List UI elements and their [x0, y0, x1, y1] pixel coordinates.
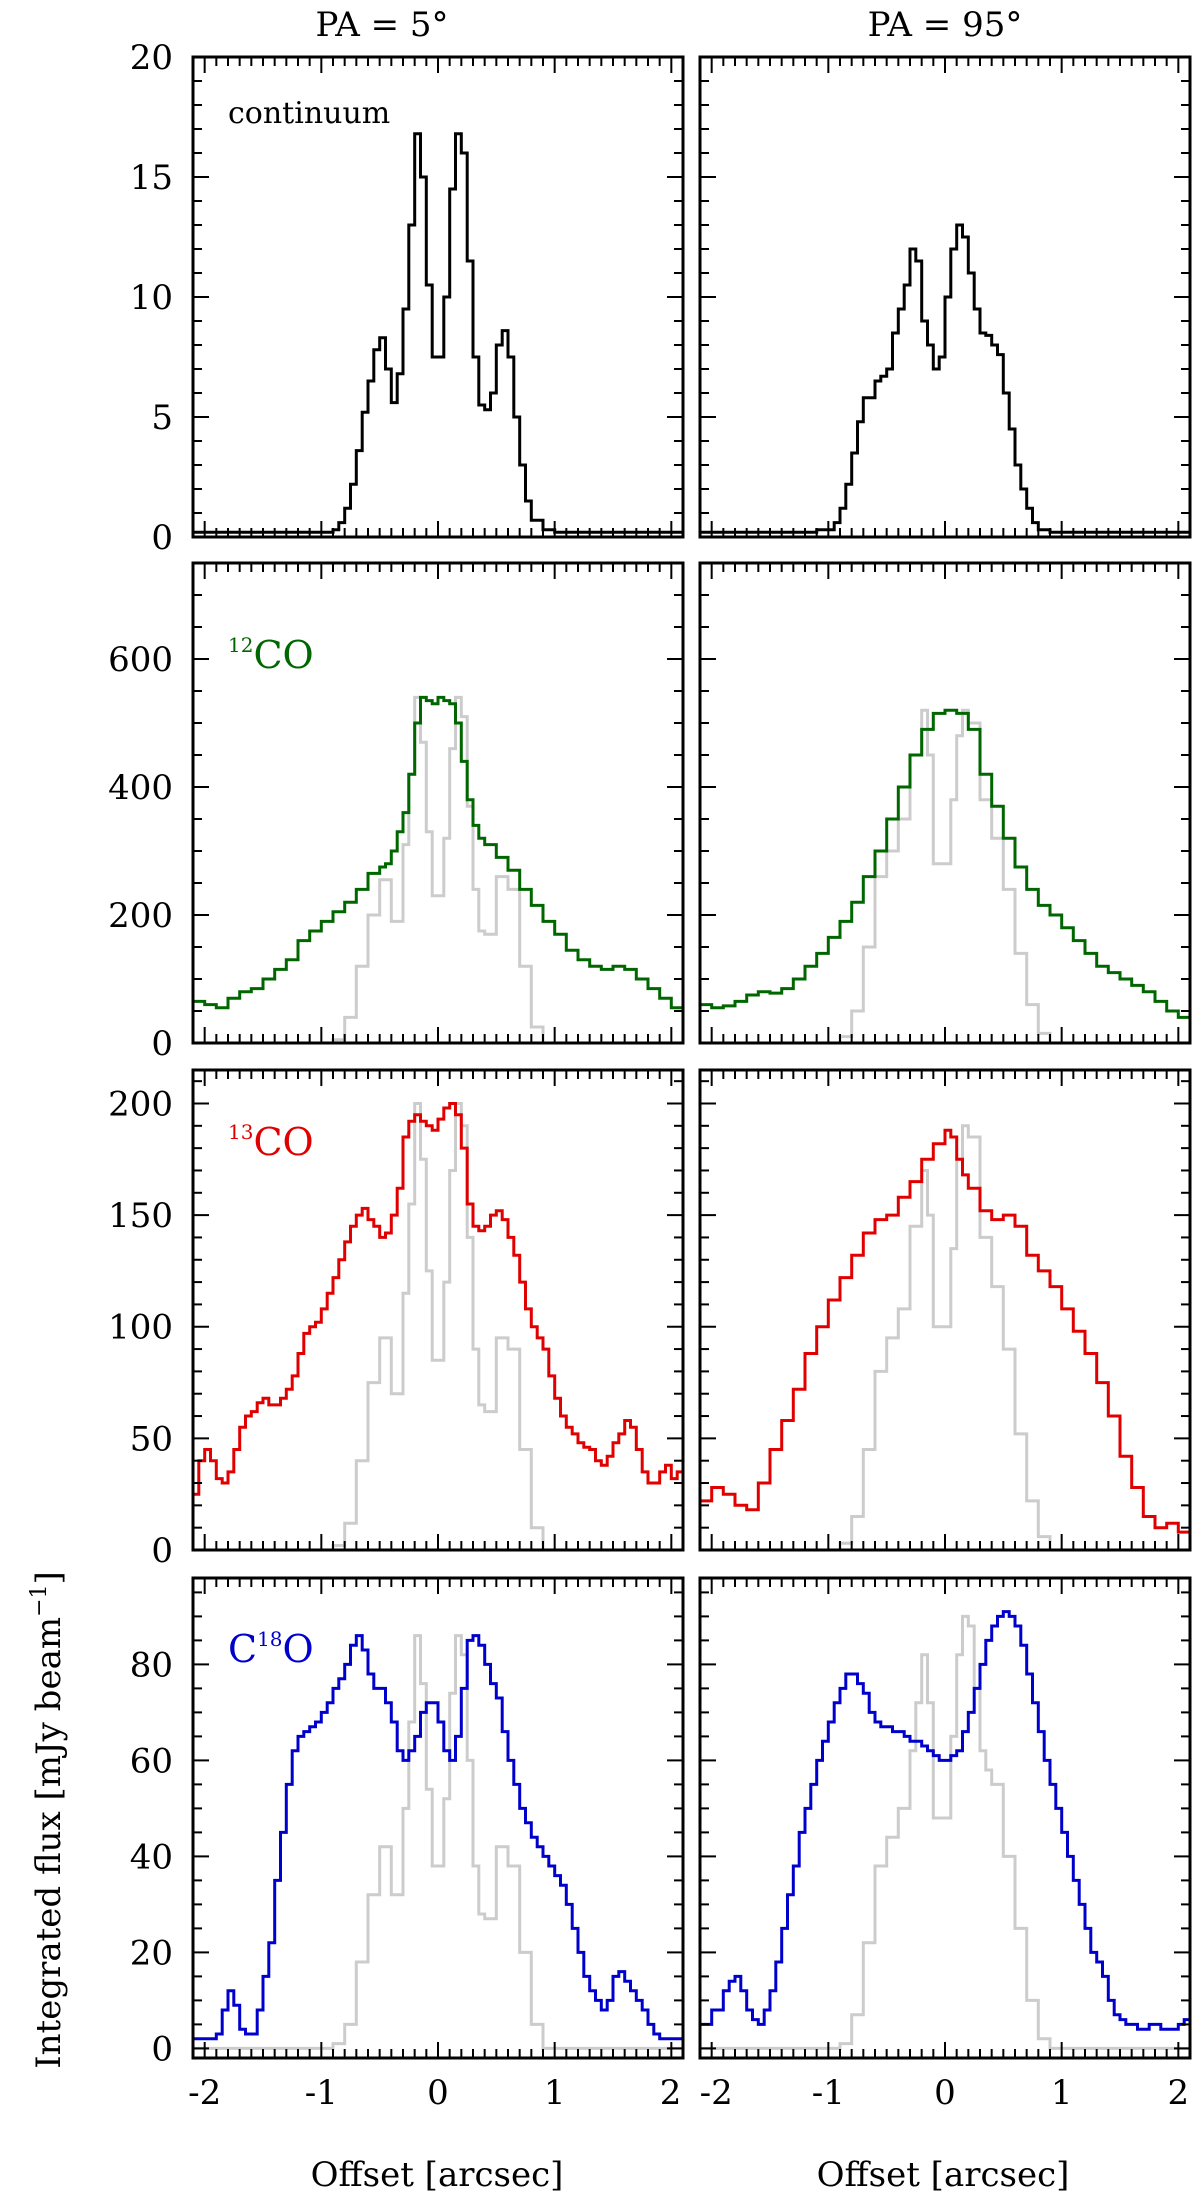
panel-12co-pa95-continuum-reference-line	[700, 708, 1190, 1043]
panel-c18o-pa5-continuum-reference-line	[193, 1634, 683, 2050]
y-axis-label-main: Integrated flux [mJy beam	[29, 1617, 69, 2069]
row-label-text: CO	[253, 1120, 313, 1164]
panel-c18o-pa5-xtick-label: -1	[305, 2073, 338, 2113]
panel-13co-pa5-continuum-reference-line	[193, 1102, 683, 1550]
panel-c18o-pa5-ytick-label: 40	[130, 1837, 173, 1877]
panel-12co-pa95-12co-line	[700, 708, 1190, 1021]
panel-continuum-pa5-ytick-label: 5	[151, 398, 173, 438]
column-title-pa95: PA = 95°	[868, 5, 1023, 45]
row-label-text: O	[283, 1627, 314, 1671]
panel-13co-pa5-ytick-label: 50	[130, 1419, 173, 1459]
panel-12co-pa5-continuum-reference-line	[193, 695, 683, 1043]
y-axis-label-exponent: −1	[27, 1584, 52, 1616]
panel-13co-pa5-13co-line	[193, 1102, 683, 1496]
panel-continuum-pa95	[698, 55, 1192, 539]
panel-c18o-pa5-ytick-label: 60	[130, 1741, 173, 1781]
panel-c18o-pa95-xtick-label: -2	[700, 2073, 733, 2113]
row-label-isotope: 18	[257, 1627, 282, 1651]
row-label-continuum: continuum	[228, 96, 390, 131]
panel-13co-pa5-ytick-label: 200	[108, 1084, 173, 1124]
x-axis-label-left: Offset [arcsec]	[311, 2155, 564, 2195]
panel-12co-pa5-ytick-label: 200	[108, 896, 173, 936]
panel-continuum-pa5-ytick-label: 20	[130, 38, 173, 78]
panel-c18o-pa5-xtick-label: -2	[188, 2073, 221, 2113]
y-axis-label: Integrated flux [mJy beam−1]	[27, 1571, 69, 2069]
panel-12co-pa5: 0 200 400 600 12CO	[108, 561, 685, 1064]
panel-continuum-pa5-ytick-label: 10	[130, 278, 173, 318]
panel-continuum-pa95-continuum-line	[700, 223, 1190, 534]
panel-c18o-pa95-xtick-label: 2	[1168, 2073, 1190, 2113]
row-label-c18o: C18O	[228, 1627, 314, 1671]
panel-12co-pa95-frame	[698, 561, 1192, 1045]
panel-13co-pa5-ytick-label: 100	[108, 1308, 173, 1348]
panel-12co-pa5-ytick-label: 400	[108, 768, 173, 808]
panel-12co-pa5-ytick-label: 0	[151, 1024, 173, 1064]
panel-c18o-pa5-xtick-label: 1	[544, 2073, 566, 2113]
y-axis-label-close: ]	[29, 1571, 69, 1584]
column-title-pa5: PA = 5°	[315, 5, 448, 45]
panel-c18o-pa5-xtick-label: 2	[660, 2073, 682, 2113]
panel-c18o-pa5-xtick-label: 0	[427, 2073, 449, 2113]
panel-c18o-pa95-continuum-reference-line	[700, 1614, 1190, 2050]
panel-c18o-pa5-c18o-line	[193, 1634, 683, 2041]
panel-c18o-pa95-xtick-label: -1	[812, 2073, 845, 2113]
panel-c18o-pa5: 0 20 40 60 80 -2 -1 0 1 2 C18O	[130, 1576, 685, 2113]
x-axis-label-right: Offset [arcsec]	[817, 2155, 1070, 2195]
row-label-13co: 13CO	[228, 1120, 314, 1164]
panel-12co-pa5-ytick-label: 600	[108, 640, 173, 680]
panel-continuum-pa5-ytick-label: 0	[151, 518, 173, 558]
panel-continuum-pa5-ytick-label: 15	[130, 158, 173, 198]
panel-c18o-pa95-xtick-label: 1	[1051, 2073, 1073, 2113]
panel-c18o-pa5-ytick-label: 80	[130, 1645, 173, 1685]
row-label-12co: 12CO	[228, 633, 314, 677]
panel-c18o-pa95-c18o-line	[700, 1610, 1190, 2031]
row-label-text: CO	[253, 633, 313, 677]
panel-continuum-pa5-continuum-line	[193, 132, 683, 534]
panel-13co-pa5: 0 50 100 150 200 13CO	[108, 1068, 685, 1571]
panel-13co-pa5-ytick-label: 150	[108, 1196, 173, 1236]
panel-13co-pa5-ytick-label: 0	[151, 1531, 173, 1571]
panel-c18o-pa95: -2 -1 0 1 2	[698, 1576, 1192, 2113]
row-label-isotope: 13	[228, 1120, 253, 1144]
row-label-prefix: C	[228, 1627, 257, 1671]
panel-continuum-pa5: 0 5 10 15 20 continuum	[130, 38, 685, 558]
row-label-text: continuum	[228, 96, 390, 131]
panel-c18o-pa5-ytick-label: 20	[130, 1933, 173, 1973]
panel-13co-pa95-13co-line	[700, 1128, 1190, 1539]
panel-12co-pa95	[698, 561, 1192, 1045]
panel-c18o-pa5-ytick-label: 0	[151, 2029, 173, 2069]
panel-12co-pa5-12co-line	[193, 695, 683, 1011]
panel-13co-pa95	[698, 1068, 1192, 1552]
panel-c18o-pa95-xtick-label: 0	[934, 2073, 956, 2113]
panel-13co-pa95-continuum-reference-line	[700, 1124, 1190, 1550]
row-label-isotope: 12	[228, 633, 253, 657]
